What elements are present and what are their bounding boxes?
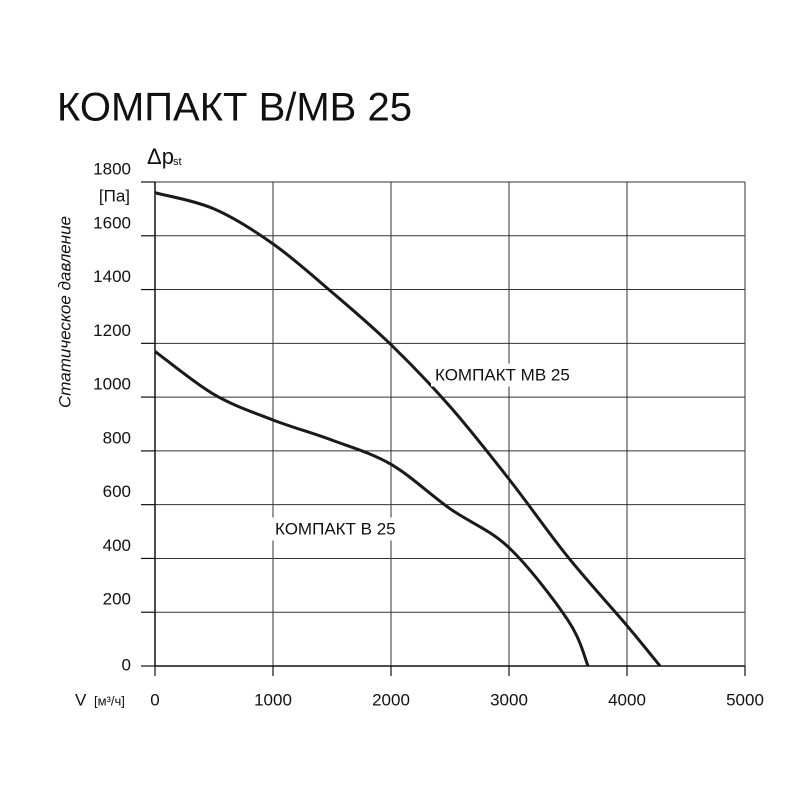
y-tick-label: 800: [103, 428, 131, 447]
y-symbol: Δp: [147, 144, 174, 169]
y-tick-label: 1600: [93, 213, 131, 232]
series-line: [154, 350, 590, 667]
y-tick-label: 1400: [93, 267, 131, 286]
y-tick-label: 1000: [93, 375, 131, 394]
label-background: [271, 517, 400, 541]
series-line: [154, 191, 662, 667]
x-tick-label: 1000: [254, 690, 292, 709]
y-tick-label: 400: [103, 536, 131, 555]
grid: [154, 181, 746, 667]
y-unit: [Па]: [99, 186, 130, 205]
x-axis-label: V: [75, 690, 87, 709]
label-background: [431, 363, 574, 387]
y-axis-label: Статическое давление: [55, 216, 74, 408]
series-label: КОМПАКТ МВ 25: [435, 365, 570, 384]
x-tick-label: 5000: [726, 690, 764, 709]
y-tick-label: 1200: [93, 321, 131, 340]
x-tick-label: 4000: [608, 690, 646, 709]
x-tick-label: 2000: [372, 690, 410, 709]
x-tick-label: 3000: [490, 690, 528, 709]
chart-title: КОМПАКТ В/МВ 25: [57, 86, 412, 130]
y-tick-label: 200: [103, 590, 131, 609]
y-tick-label: 0: [122, 655, 131, 674]
y-symbol-sub: st: [173, 156, 182, 168]
y-tick-label: 1800: [93, 159, 131, 178]
series-label: КОМПАКТ В 25: [275, 519, 396, 538]
x-unit: [м³/ч]: [94, 693, 125, 708]
y-tick-label: 600: [103, 482, 131, 501]
x-tick-label: 0: [150, 690, 159, 709]
